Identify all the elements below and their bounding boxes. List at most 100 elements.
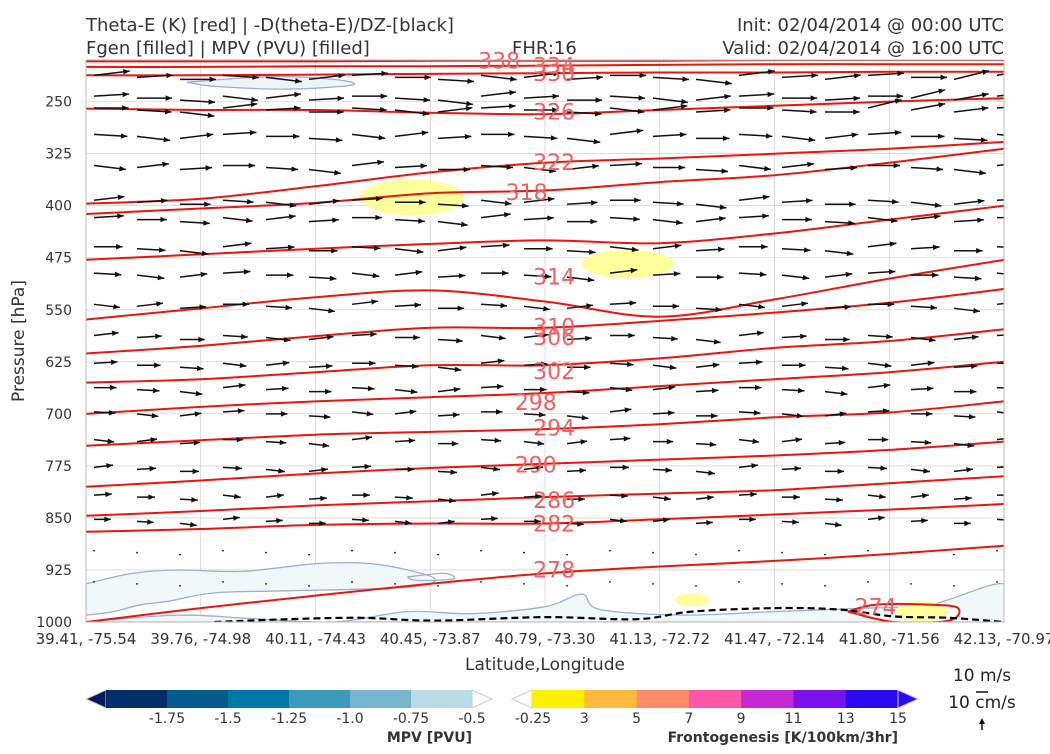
wind-vector xyxy=(394,409,417,415)
wind-arrowhead xyxy=(380,93,388,99)
contour-label-302: 302 xyxy=(533,360,575,385)
wind-vector xyxy=(395,74,431,81)
wind-arrowhead xyxy=(671,335,678,342)
wind-vector xyxy=(351,299,379,306)
wind-arrowhead xyxy=(252,74,259,80)
colorbar-segment xyxy=(584,690,638,708)
wind-vector xyxy=(867,216,898,224)
wind-vector xyxy=(997,216,1004,219)
wind-arrowhead xyxy=(1012,411,1019,416)
wind-arrowhead xyxy=(1007,517,1014,522)
wind-vector xyxy=(266,133,300,140)
wind-vector xyxy=(223,162,256,169)
title-block: Theta-E (K) [red] | -D(theta-E)/DZ-[blac… xyxy=(85,15,1004,59)
wind-arrowhead xyxy=(236,436,244,443)
wind-vector xyxy=(179,132,214,140)
wind-arrowhead xyxy=(497,358,505,364)
wind-vector xyxy=(179,390,203,397)
wind-vector xyxy=(265,336,291,343)
wind-vector xyxy=(523,196,555,203)
wind-vector xyxy=(179,365,204,372)
wind-vector xyxy=(265,214,296,221)
contour-label-294: 294 xyxy=(533,417,575,442)
wind-vector xyxy=(523,166,556,174)
wind-arrowhead xyxy=(590,218,597,225)
wind-arrowhead xyxy=(579,467,587,474)
wind-arrowhead xyxy=(624,407,632,413)
wind-vector xyxy=(308,334,334,341)
wind-arrowhead xyxy=(508,131,515,138)
wind-arrowhead xyxy=(768,69,775,75)
wind-vector xyxy=(179,220,210,226)
wind-vector xyxy=(136,333,162,340)
wind-arrowhead xyxy=(708,470,715,476)
wind-arrowhead xyxy=(120,133,128,139)
wind-arrowhead xyxy=(191,497,198,503)
wind-arrowhead xyxy=(712,362,720,368)
wind-arrowhead xyxy=(117,213,124,219)
colorbar-tick-label: -1.25 xyxy=(271,711,307,727)
wind-vector xyxy=(954,388,977,395)
wind-arrowhead xyxy=(894,129,902,136)
wind-arrowhead xyxy=(189,521,197,528)
wind-vector xyxy=(609,580,611,583)
wind-vector xyxy=(738,213,769,219)
wind-arrowhead xyxy=(799,362,806,369)
x-tick-label: 39.76, -74.98 xyxy=(150,630,251,648)
wind-vector xyxy=(93,69,130,77)
forecast-hour: FHR:16 xyxy=(512,38,577,59)
wind-arrowhead xyxy=(680,103,688,110)
wind-vector xyxy=(996,438,1004,441)
wind-arrowhead xyxy=(196,365,204,372)
wind-vector xyxy=(566,467,587,474)
wind-vector xyxy=(524,386,547,393)
wind-vector xyxy=(480,302,508,309)
wind-vector xyxy=(180,336,205,343)
wind-arrowhead xyxy=(932,272,939,278)
wind-arrowhead xyxy=(840,390,848,397)
wind-arrowhead xyxy=(419,199,426,205)
wind-arrowhead xyxy=(1021,196,1028,201)
wind-arrowhead xyxy=(927,360,935,366)
colorbar-segment xyxy=(636,690,690,708)
wind-arrowhead xyxy=(160,198,168,204)
wind-scale: 10 m/s 10 cm/s xyxy=(948,666,1016,730)
wind-arrowhead xyxy=(706,520,713,526)
wind-vector xyxy=(265,76,302,84)
wind-arrowhead xyxy=(496,383,504,390)
colorbar-tick-label: 3 xyxy=(580,711,589,727)
wind-arrowhead xyxy=(158,247,166,253)
wind-arrowhead xyxy=(1016,299,1023,304)
frontogenesis-region xyxy=(359,179,464,216)
wind-arrowhead xyxy=(166,72,173,79)
wind-vector xyxy=(265,582,267,585)
wind-vector xyxy=(781,551,783,554)
wind-vector xyxy=(437,412,460,418)
wind-vector xyxy=(652,243,682,250)
wind-arrowhead xyxy=(496,409,503,415)
plot-frame xyxy=(85,59,1005,623)
wind-arrowhead xyxy=(800,333,807,340)
wind-vector xyxy=(308,95,345,102)
wind-arrowhead xyxy=(250,101,258,108)
wind-scale-vertical-arrowhead xyxy=(979,718,985,724)
colorbar-segment xyxy=(845,690,899,708)
wind-vector xyxy=(308,73,345,81)
wind-arrowhead xyxy=(195,390,203,397)
wind-vector xyxy=(180,468,200,475)
wind-arrowhead xyxy=(711,413,718,419)
colorbar-tick-label: 13 xyxy=(837,711,855,727)
wind-vector xyxy=(93,194,125,201)
wind-vector xyxy=(394,130,429,138)
wind-vector xyxy=(695,387,719,394)
theta-e-contour-274 xyxy=(847,603,961,622)
wind-vector xyxy=(352,492,370,498)
wind-vector xyxy=(996,133,1004,136)
wind-arrowhead xyxy=(463,166,471,173)
wind-arrowhead xyxy=(407,466,415,473)
wind-vector xyxy=(910,201,942,208)
wind-vector xyxy=(566,200,598,206)
fgen-colorbar: 3 5 7 9 11 13 15 Frontogenesis [K/100km/3hr] xyxy=(510,689,920,746)
wind-vector xyxy=(523,332,549,339)
wind-arrowhead xyxy=(149,465,157,472)
